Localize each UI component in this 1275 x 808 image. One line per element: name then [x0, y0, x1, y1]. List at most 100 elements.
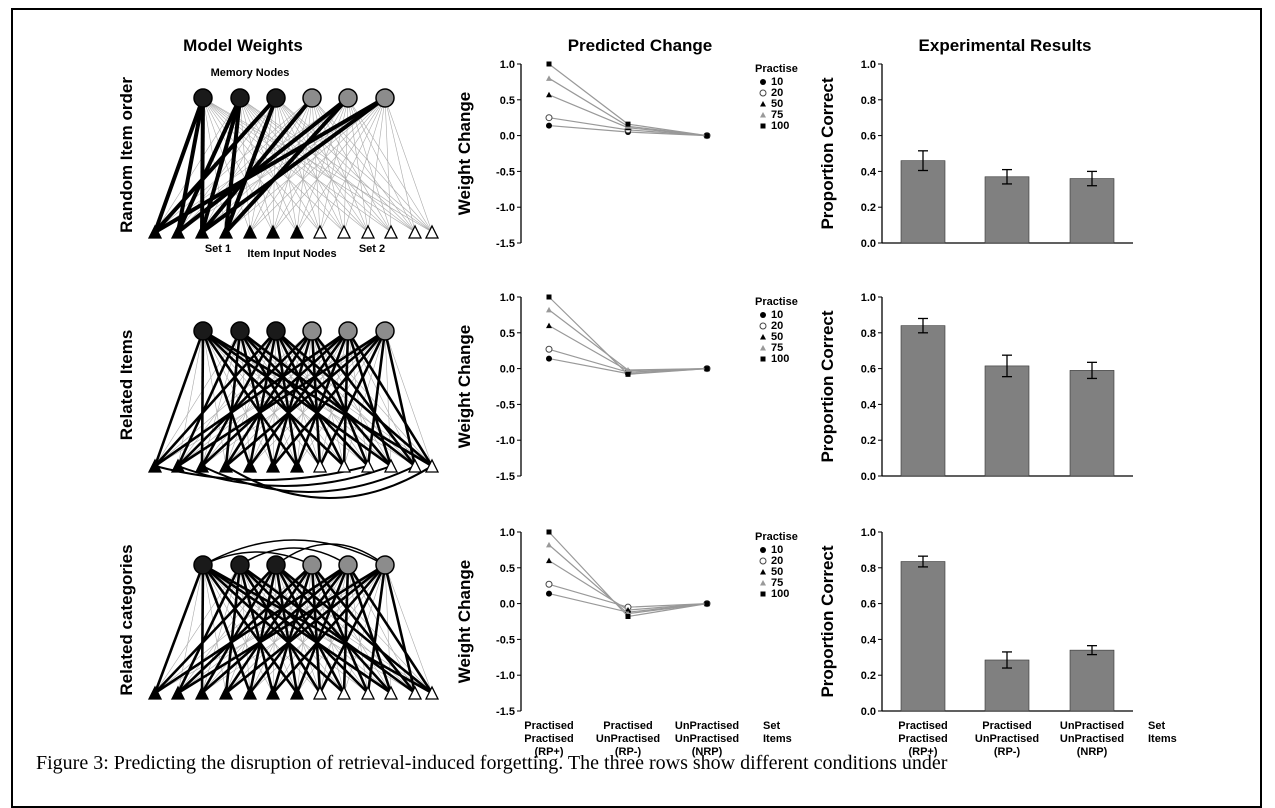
connection-strong [224, 96, 350, 234]
y-tick-label: 0.0 [500, 364, 515, 376]
network-related-items [147, 321, 440, 499]
connection-strong [295, 564, 350, 694]
y-axis-label: Proportion Correct [818, 77, 837, 229]
input-node [407, 458, 423, 473]
connection-strong [153, 96, 387, 234]
input-node [147, 685, 163, 700]
series-line [548, 309, 708, 371]
data-point [759, 557, 767, 565]
predicted-change-chart: 1.0 0.5 0.0 -0.5 -1.0 -1.5 Weight Change Practi… [455, 292, 798, 483]
connection-weak [384, 330, 392, 467]
data-point [546, 355, 552, 362]
y-tick-label: 0.8 [861, 563, 876, 575]
input-node [218, 458, 234, 473]
connection-weak [347, 97, 433, 233]
connection-weak [296, 97, 313, 233]
connection-weak [177, 330, 204, 467]
figure: Model Weights Predicted Change Experimen… [117, 36, 1177, 758]
data-point [760, 591, 766, 597]
x-tick-label: Practised [898, 720, 948, 732]
connection-strong [274, 564, 346, 694]
bar [1069, 370, 1115, 477]
connection-strong [202, 563, 433, 695]
connection-strong [201, 564, 252, 694]
y-tick-label: 0.8 [861, 328, 876, 340]
connection-strong [200, 330, 205, 467]
data-point [760, 79, 766, 85]
data-point [546, 61, 552, 67]
x-tick-label: UnPractised [596, 733, 660, 745]
y-tick-label: 0.6 [861, 364, 876, 376]
legend-label: 50 [771, 98, 783, 110]
y-tick-label: -1.0 [496, 202, 515, 214]
input-node [424, 685, 440, 700]
legend-label: 10 [771, 76, 783, 88]
lateral-arc [202, 539, 386, 566]
legend-label: 20 [771, 87, 783, 99]
y-tick-label: 0.6 [861, 131, 876, 143]
y-tick-label: 0.2 [861, 670, 876, 682]
data-point [545, 345, 553, 353]
connection-weak [367, 97, 386, 233]
lateral-arc [202, 551, 313, 566]
y-tick-label: 1.0 [861, 527, 876, 539]
connection-strong [177, 564, 313, 694]
input-node [407, 685, 423, 700]
legend-label: 50 [771, 566, 783, 578]
y-axis-label: Proportion Correct [818, 310, 837, 462]
input-node [194, 224, 210, 239]
connection-strong [224, 564, 314, 694]
y-tick-label: -0.5 [496, 399, 515, 411]
bar [984, 176, 1030, 244]
connection-strong [153, 97, 205, 233]
connection-weak [296, 97, 386, 233]
memory-node [302, 555, 322, 575]
input-node [242, 458, 258, 473]
data-point [546, 529, 552, 535]
x-tick-label: (NRP) [1077, 746, 1108, 758]
x-tick-label: Practised [524, 733, 574, 745]
y-axis-label: Weight Change [455, 92, 474, 215]
connection-strong [310, 564, 370, 694]
legend-label: 100 [771, 588, 789, 600]
data-point [625, 613, 631, 619]
input-node [218, 224, 234, 239]
header-predicted-change: Predicted Change [568, 36, 713, 55]
connection-strong [153, 564, 205, 694]
y-tick-label: 1.0 [861, 292, 876, 304]
charts: 1.0 0.5 0.0 -0.5 -1.0 -1.5 Weight Change Practi… [455, 59, 1177, 758]
data-point [546, 541, 552, 548]
connection-strong [202, 329, 433, 468]
header-experimental-results: Experimental Results [919, 36, 1092, 55]
connection-strong [176, 97, 242, 233]
connection-strong [310, 330, 417, 467]
input-node [360, 224, 376, 239]
connection-strong [310, 330, 370, 467]
data-point [546, 322, 552, 329]
connection-strong [200, 96, 314, 234]
connection-strong [310, 330, 322, 467]
memory-node [375, 321, 395, 341]
x-tick-label: Practised [603, 720, 653, 732]
lateral-arc [154, 465, 369, 481]
connection-strong [224, 330, 242, 467]
connection-strong [248, 564, 350, 694]
input-node [360, 458, 376, 473]
connection-weak [275, 97, 321, 233]
connection-weak [319, 97, 386, 233]
data-point [704, 366, 710, 372]
memory-node [302, 321, 322, 341]
legend-title: Practise [755, 296, 798, 308]
legend-label: 10 [771, 309, 783, 321]
connection-strong [153, 96, 278, 234]
data-point [545, 580, 553, 588]
input-node [312, 458, 328, 473]
y-tick-label: -1.5 [496, 471, 515, 483]
connection-strong [177, 330, 313, 467]
legend-label: 100 [771, 353, 789, 365]
connection-weak [275, 97, 416, 233]
connection-weak [249, 97, 386, 233]
legend-label: 50 [771, 331, 783, 343]
data-point [546, 590, 552, 597]
connection-strong [275, 330, 433, 467]
